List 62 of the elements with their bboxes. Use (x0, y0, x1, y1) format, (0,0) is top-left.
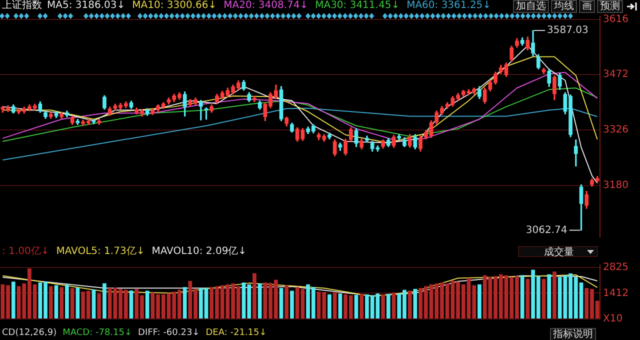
annotation: 3587.03 (547, 25, 588, 36)
bar (252, 273, 256, 318)
bar (526, 278, 530, 318)
bar (332, 292, 337, 318)
bar (48, 286, 53, 318)
y-tick-label: 3180 (603, 180, 628, 192)
bar (478, 284, 482, 318)
bar (54, 285, 58, 318)
bar (338, 293, 342, 318)
series-label: : 1.00亿↓ (2, 246, 50, 257)
y-tick-label: 3326 (603, 124, 628, 136)
bar (76, 288, 80, 318)
bar (328, 294, 332, 318)
text: 画 (579, 0, 595, 12)
bar (129, 290, 134, 318)
bar (145, 290, 150, 318)
y-tick-label: X10 (603, 314, 623, 325)
bar (65, 284, 69, 318)
annotation: 3062.74 (526, 224, 568, 236)
y-tick-label: 2825 (603, 262, 628, 274)
bar (92, 289, 96, 318)
text: MACD: -78.15↓ (62, 328, 132, 338)
bar (102, 283, 106, 318)
bar (290, 290, 294, 318)
text: 均线 (551, 0, 577, 12)
text: MA30: 3411.45↓ (315, 0, 400, 11)
bar (70, 288, 74, 318)
text: MA20: 3408.74↓ (224, 0, 308, 11)
text: 预测 (597, 0, 623, 12)
text: 成交量 (544, 247, 574, 258)
text: 指标说明 (550, 328, 596, 340)
chart-title: 上证指数 (2, 0, 42, 11)
bar (552, 272, 556, 318)
text: DIFF: -60.23↓ (138, 328, 200, 338)
text: MA10: 3300.66↓ (132, 0, 217, 11)
bar (354, 294, 358, 318)
text: 加自选 (513, 0, 549, 12)
bar (60, 287, 64, 318)
bar (279, 288, 284, 318)
text: MAVOL5: 1.73亿↓ (56, 246, 145, 257)
bar (11, 282, 16, 318)
text: MA60: 3361.25↓ (406, 0, 492, 11)
text: MA5: 3186.03↓ (47, 0, 126, 11)
bar (182, 287, 187, 318)
bar (381, 294, 385, 318)
bar (542, 278, 546, 318)
y-tick-label: 1412 (603, 288, 628, 299)
bar (258, 283, 262, 318)
text: CD(12,26,9) (2, 328, 57, 338)
bar (520, 275, 524, 318)
y-tick-label: 3472 (603, 68, 628, 80)
bar (386, 294, 390, 318)
bar (392, 292, 396, 318)
bar (413, 288, 418, 318)
y-tick-label: 3616 (603, 14, 628, 26)
text: DEA: -21.15↓ (206, 328, 267, 338)
bar (97, 293, 102, 318)
text: MAVOL10: 2.09亿↓ (152, 246, 247, 257)
bar (360, 294, 364, 318)
bar (284, 285, 289, 318)
bar (547, 274, 552, 318)
bar (408, 290, 412, 318)
